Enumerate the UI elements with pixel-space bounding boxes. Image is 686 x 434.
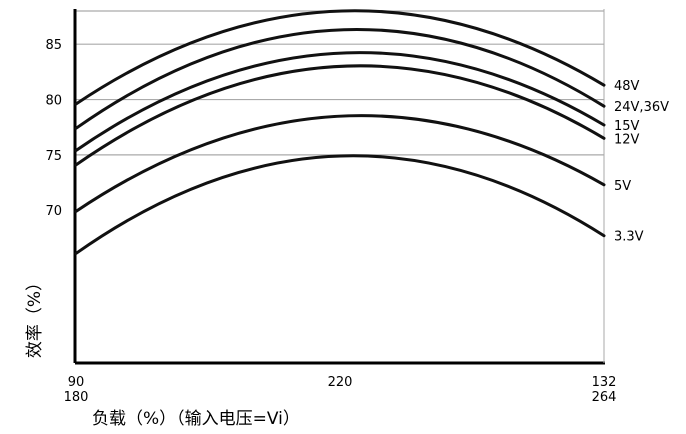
series-line — [74, 154, 606, 255]
series-label: 48V — [614, 79, 640, 94]
gridlines — [76, 10, 604, 156]
y-tick-label: 85 — [45, 38, 62, 53]
x-tick-label: 264 — [592, 390, 617, 405]
y-tick-labels: 85 80 75 70 — [45, 38, 62, 219]
x-axis-title: 负载（%）（输入电压=Vi） — [92, 409, 300, 429]
axes — [73, 9, 605, 365]
series-label: 15V — [614, 119, 640, 134]
series-label: 24V,36V — [614, 100, 669, 115]
series-label: 5V — [614, 179, 631, 194]
y-axis-title: 效率（%） — [25, 274, 45, 358]
series-line — [74, 28, 606, 130]
series-line — [74, 114, 606, 213]
series-line — [74, 51, 606, 152]
y-tick-label: 70 — [45, 204, 62, 219]
x-tick-label: 180 — [64, 390, 89, 405]
series-label: 3.3V — [614, 230, 644, 245]
x-tick-label: 132 — [592, 375, 617, 390]
x-tick-label: 220 — [328, 375, 353, 390]
series-lines — [74, 9, 606, 255]
series-label: 12V — [614, 132, 640, 147]
y-tick-label: 80 — [45, 94, 62, 109]
x-tick-label: 90 — [68, 375, 85, 390]
series-line — [74, 9, 606, 106]
y-tick-label: 75 — [45, 149, 62, 164]
series-line — [74, 64, 606, 167]
